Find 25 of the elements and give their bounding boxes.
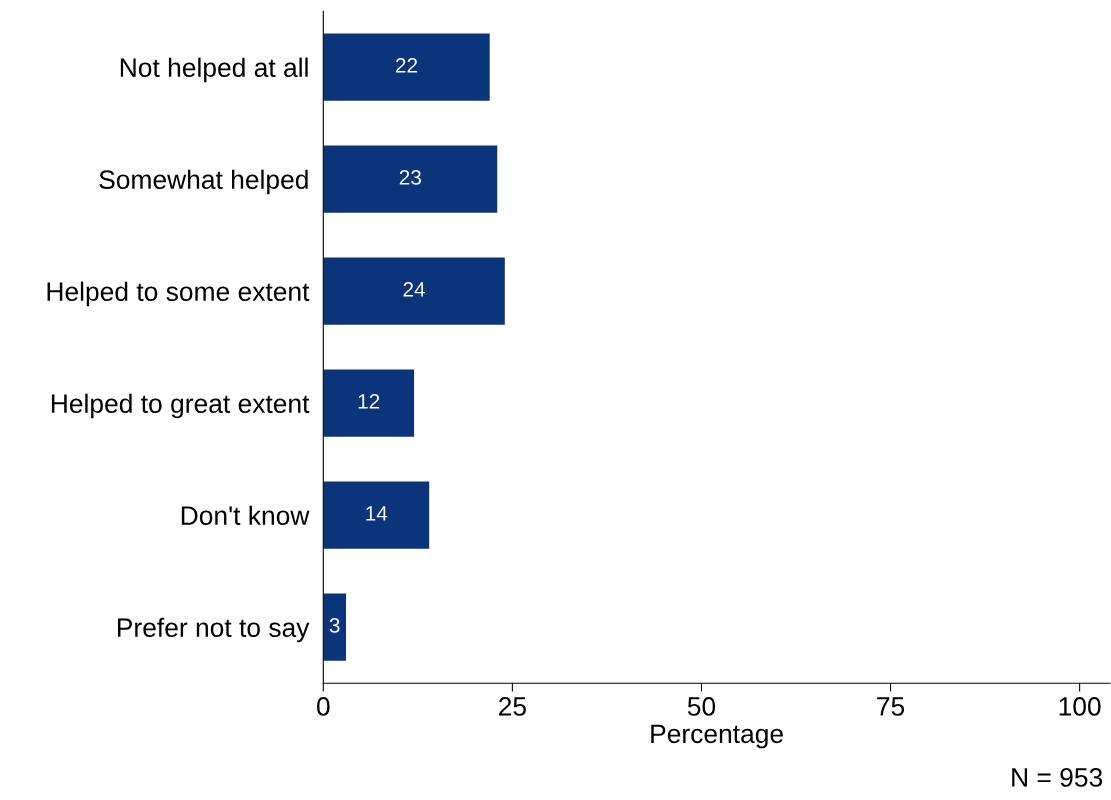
text: N = 953: [1012, 768, 1103, 787]
x-tick-label: 75: [877, 697, 905, 716]
data-label: 24: [403, 282, 426, 297]
bar: [323, 593, 346, 661]
bar: [323, 481, 430, 549]
bar: [323, 369, 415, 437]
data-label: 12: [358, 394, 380, 409]
x-tick-label: 0: [316, 697, 330, 716]
data-label: 23: [399, 170, 421, 185]
bar: [323, 257, 505, 325]
y-tick-label: Prefer not to say: [117, 617, 310, 643]
x-tick-label: 25: [499, 697, 526, 716]
bar: [323, 145, 498, 213]
y-tick-label: Helped to great extent: [51, 393, 310, 419]
x-tick-label: 50: [687, 697, 716, 716]
bar: [323, 33, 490, 101]
data-label: 3: [329, 618, 340, 633]
x-axis-title: Percentage: [651, 724, 783, 749]
data-label: 14: [366, 506, 388, 521]
data-label: 22: [395, 58, 418, 73]
y-tick-label: Helped to some extent: [47, 281, 310, 307]
y-tick-label: Not helped at all: [120, 57, 308, 83]
y-tick-label: Somewhat helped: [99, 169, 308, 195]
x-tick-label: 100: [1059, 697, 1101, 716]
y-tick-label: Don't know: [181, 505, 310, 526]
